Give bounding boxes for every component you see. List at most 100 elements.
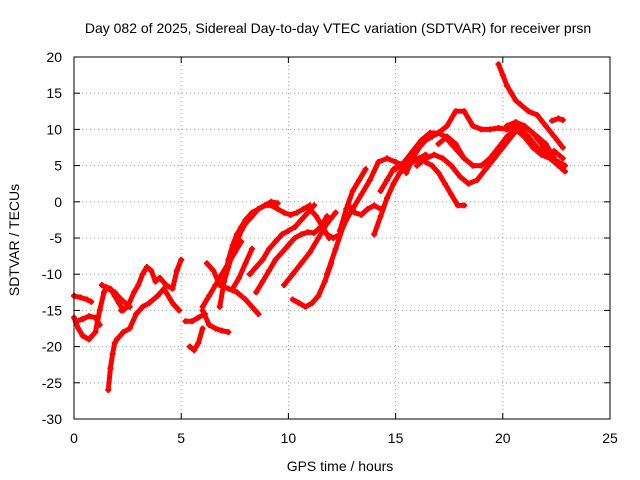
data-point xyxy=(469,162,476,169)
data-point xyxy=(111,289,118,296)
data-point xyxy=(98,282,105,289)
data-point xyxy=(255,206,262,213)
series-track xyxy=(337,166,369,234)
data-point xyxy=(444,133,451,140)
data-point xyxy=(266,267,273,274)
data-point xyxy=(86,313,93,320)
data-point xyxy=(392,166,399,173)
x-axis-title: GPS time / hours xyxy=(287,458,394,474)
data-point xyxy=(384,155,391,162)
data-point xyxy=(343,206,350,213)
data-point xyxy=(248,303,255,310)
data-point xyxy=(396,169,403,176)
data-point xyxy=(118,307,125,314)
data-point xyxy=(278,231,285,238)
data-point xyxy=(377,187,384,194)
data-point xyxy=(278,249,285,256)
data-point xyxy=(414,162,421,169)
data-point xyxy=(332,209,339,216)
data-point xyxy=(512,97,519,104)
data-point xyxy=(261,202,268,209)
data-point xyxy=(555,162,562,169)
data-point xyxy=(118,296,125,303)
data-point xyxy=(323,213,330,220)
data-point xyxy=(351,209,358,216)
data-point xyxy=(311,202,318,209)
data-point xyxy=(152,278,159,285)
data-point xyxy=(298,260,305,267)
data-point xyxy=(559,144,566,151)
series-track-14 xyxy=(229,245,255,292)
data-point xyxy=(529,130,536,137)
series-track-16 xyxy=(246,202,318,278)
data-point xyxy=(139,303,146,310)
series-track xyxy=(183,311,208,324)
data-point xyxy=(403,169,410,176)
data-point xyxy=(422,155,429,162)
data-point xyxy=(508,130,515,137)
data-point xyxy=(504,122,511,129)
data-point xyxy=(199,303,206,310)
data-point xyxy=(356,177,363,184)
data-point xyxy=(206,292,213,299)
data-point xyxy=(116,300,123,307)
data-point xyxy=(377,213,384,220)
y-tick-label: -25 xyxy=(42,375,62,391)
data-point xyxy=(126,325,133,332)
data-point xyxy=(390,180,397,187)
data-point xyxy=(96,321,103,328)
data-point xyxy=(229,249,236,256)
y-tick-label: 0 xyxy=(54,194,62,210)
data-point xyxy=(291,235,298,241)
data-point xyxy=(486,126,493,133)
data-point xyxy=(304,209,311,216)
data-point xyxy=(300,206,307,213)
data-point xyxy=(551,148,558,155)
series-track-23 xyxy=(345,202,384,218)
data-point xyxy=(375,158,382,165)
data-point xyxy=(221,278,228,285)
data-point xyxy=(321,278,328,285)
x-tick-label: 0 xyxy=(70,430,78,446)
data-point xyxy=(362,166,369,173)
series-track-32 xyxy=(508,126,566,162)
data-point xyxy=(105,387,112,394)
data-point xyxy=(259,278,266,285)
series-track-22 xyxy=(336,166,369,234)
data-point xyxy=(229,285,236,292)
data-point xyxy=(195,339,202,346)
data-point xyxy=(371,202,378,209)
data-point xyxy=(559,116,566,123)
data-point xyxy=(330,235,337,241)
data-point xyxy=(336,227,343,234)
series-track-15 xyxy=(253,213,330,296)
data-point xyxy=(135,282,142,289)
data-point xyxy=(332,245,339,252)
data-point xyxy=(246,271,253,278)
data-point xyxy=(83,296,90,303)
data-point xyxy=(478,126,485,133)
ticks xyxy=(73,56,611,420)
data-point xyxy=(86,336,93,343)
data-point xyxy=(486,155,493,162)
data-point xyxy=(139,271,146,278)
y-tick-label: 20 xyxy=(46,49,62,65)
data-point xyxy=(92,329,99,336)
data-point xyxy=(296,300,303,307)
x-tick-label: 20 xyxy=(495,430,511,446)
data-point xyxy=(444,122,451,129)
x-tick-label: 10 xyxy=(281,430,297,446)
data-point xyxy=(101,289,108,296)
data-point xyxy=(364,206,371,213)
data-point xyxy=(534,144,541,151)
data-point xyxy=(323,220,330,227)
data-point xyxy=(315,292,322,299)
data-point xyxy=(79,332,86,339)
y-tick-label: 10 xyxy=(46,121,62,137)
data-point xyxy=(495,61,502,68)
data-point xyxy=(216,303,223,310)
data-point xyxy=(253,289,260,296)
data-point xyxy=(435,130,442,137)
data-point xyxy=(173,267,180,274)
data-point xyxy=(291,224,298,231)
